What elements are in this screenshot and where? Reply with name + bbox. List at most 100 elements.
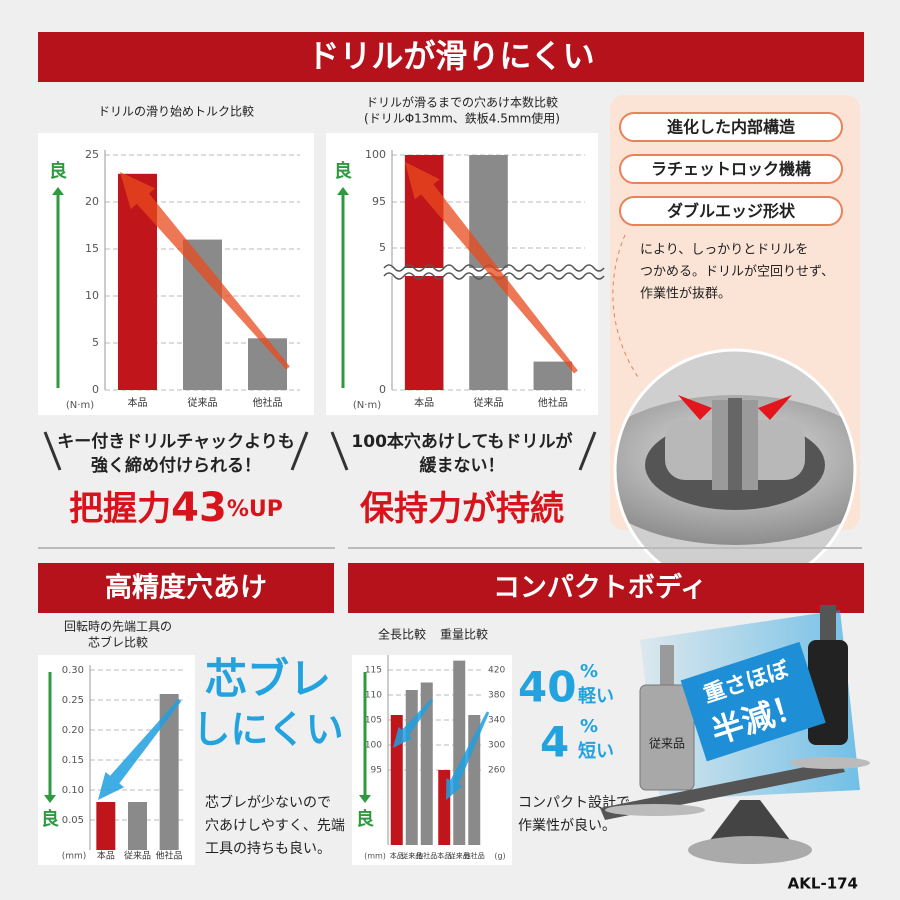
- x-tick-label: 他社品: [156, 850, 183, 862]
- claim-word: 軽い: [578, 685, 614, 707]
- caption: 100本穴あけしてもドリルが 緩まない！ 保持力が持続: [330, 431, 597, 529]
- x-tick-label: 本品: [437, 851, 451, 860]
- caption-line: 緩まない！: [420, 455, 505, 476]
- tick-label: 0.05: [62, 815, 84, 826]
- tick-label: 260: [488, 766, 505, 776]
- chuck-photo: [615, 350, 855, 590]
- x-tick-label: 他社品: [253, 396, 283, 409]
- x-tick-label: 従来品: [401, 851, 422, 860]
- section-title: 高精度穴あけ: [105, 572, 267, 604]
- bar: [96, 802, 116, 850]
- x-tick-label: 他社品: [416, 851, 437, 860]
- better-arrow: [52, 187, 64, 195]
- caption-line: 100本穴あけしてもドリルが: [351, 431, 572, 452]
- slash: [330, 431, 349, 471]
- tick-label: 20: [85, 195, 99, 208]
- caption-line: キー付きドリルチャックよりも: [57, 431, 295, 452]
- axis-unit: (mm): [62, 852, 87, 862]
- feature-text: により、しっかりとドリルを: [640, 243, 808, 258]
- bar: [159, 694, 179, 850]
- headline-part: 43: [171, 485, 227, 531]
- bar: [405, 690, 418, 845]
- header-bar: [38, 32, 864, 82]
- x-tick-label: 本品: [97, 850, 115, 862]
- axis-unit: (N·m): [353, 400, 381, 411]
- bar: [420, 682, 433, 845]
- section-text: 芯ブレが少ないので: [205, 794, 331, 811]
- legend-label: 全長比較: [378, 627, 426, 642]
- axis-unit: (N·m): [66, 400, 94, 411]
- tick-label: 115: [365, 666, 382, 676]
- x-tick-label: 本品: [414, 396, 434, 409]
- tick-label: 0: [379, 383, 386, 396]
- x-tick-label: 他社品: [538, 396, 568, 409]
- claim-unit: %: [580, 716, 598, 737]
- tick-label: 420: [488, 666, 505, 676]
- x-tick-label: 従来品: [188, 396, 218, 409]
- section-text: コンパクト設計で: [518, 795, 630, 811]
- feature-tags: 進化した内部構造 ラチェットロック機構 ダブルエッジ形状: [619, 112, 843, 226]
- tick-label: 5: [92, 336, 99, 349]
- pointer-arrow: [98, 698, 182, 800]
- tag-text: 進化した内部構造: [667, 118, 796, 137]
- section-bar: [38, 563, 334, 613]
- better-label: 良: [49, 160, 67, 182]
- section-text: 工具の持ちも良い。: [205, 841, 331, 857]
- tag-pill: [619, 196, 843, 226]
- caption-headline: 把握力43%UP: [69, 485, 283, 531]
- pointer-arrow: [393, 699, 434, 748]
- tick-label: 0.10: [62, 785, 84, 796]
- x-tick-label: 本品: [390, 851, 404, 860]
- tag-text: ダブルエッジ形状: [667, 202, 796, 221]
- claim-word: 短い: [578, 740, 614, 762]
- tag-text: 従来品: [649, 737, 685, 751]
- tick-label: 0: [92, 383, 99, 396]
- tick-label: 95: [371, 766, 382, 776]
- tick-label: 0.25: [62, 695, 84, 706]
- tick-label: 10: [85, 289, 99, 302]
- header-title: ドリルが滑りにくい: [307, 37, 594, 75]
- caption: キー付きドリルチャックよりも 強く締め付けられる！ 把握力43%UP: [43, 431, 309, 531]
- headline-part: 保持力が持続: [360, 489, 564, 529]
- better-label: 良: [356, 808, 374, 830]
- better-arrow: [44, 795, 56, 803]
- x-tick-label: 本品: [128, 396, 148, 409]
- tick-label: 100: [365, 741, 382, 751]
- pointer-arrow: [446, 711, 490, 800]
- claim-number: 40: [518, 663, 576, 712]
- tick-label: 0.20: [62, 725, 84, 736]
- x-tick-label: 従来品: [124, 850, 151, 862]
- tick-label: 100: [365, 148, 386, 161]
- section-text: 作業性が良い。: [518, 818, 616, 834]
- old-chuck: [660, 645, 674, 685]
- headline-part: 把握力: [69, 489, 171, 529]
- slash: [43, 431, 62, 471]
- tick-label: 110: [365, 691, 382, 701]
- bar: [533, 361, 573, 390]
- tag-text: ラチェットロック機構: [651, 160, 811, 179]
- pointer: [758, 395, 792, 420]
- scale-pan: [605, 804, 705, 816]
- claim-number: 4: [540, 718, 569, 767]
- better-arrow: [337, 187, 349, 195]
- better-arrow: [359, 795, 371, 803]
- x-tick-label: 従来品: [474, 396, 504, 409]
- feature-text: 作業性が抜群。: [640, 286, 731, 302]
- dashed-arc: [612, 234, 641, 381]
- tag-pill: [619, 154, 843, 184]
- chart-title: 芯ブレ比較: [88, 635, 148, 650]
- slogan: しにくい: [192, 708, 343, 752]
- axis-unit: (mm): [364, 852, 386, 861]
- section-title: コンパクトボディ: [493, 572, 707, 604]
- caption-line: 強く締め付けられる！: [91, 455, 261, 476]
- pointer-arrow: [120, 172, 290, 370]
- scale-stand: [710, 800, 790, 840]
- old-chuck: [639, 684, 695, 791]
- slash: [290, 431, 309, 471]
- tick-label: 0.30: [62, 665, 84, 676]
- x-tick-label: 他社品: [464, 851, 485, 860]
- feature-text: つかめる。ドリルが空回りせず、: [640, 265, 834, 280]
- axis-break: [384, 268, 587, 276]
- tick-label: 380: [488, 691, 505, 701]
